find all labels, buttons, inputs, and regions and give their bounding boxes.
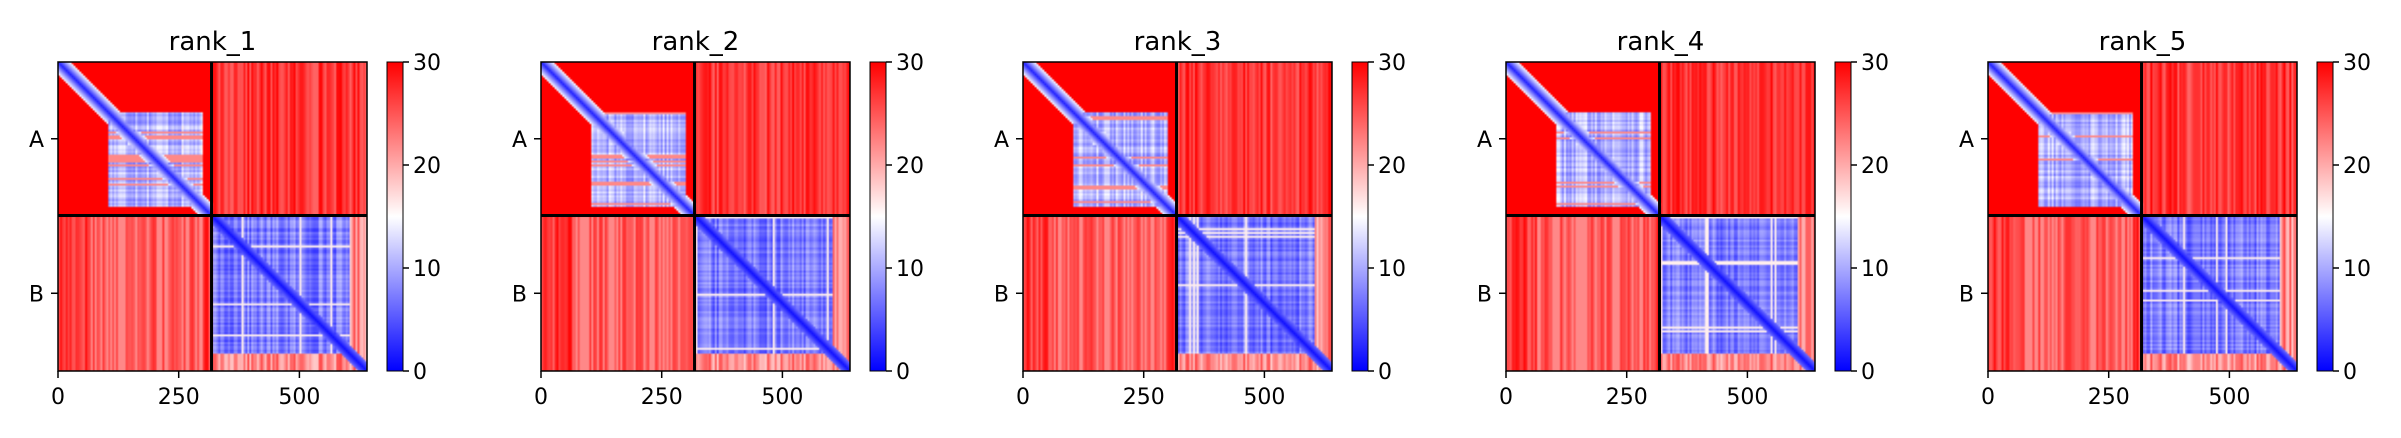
chain-label-A: A (994, 128, 1009, 153)
colorbar-tick-label: 0 (1861, 360, 1875, 385)
x-tick-label: 0 (534, 385, 548, 410)
colorbar-tick-label: 20 (896, 154, 924, 179)
colorbar-tick-label: 0 (2343, 360, 2357, 385)
colorbar-tick-label: 30 (1861, 51, 1889, 76)
plot-frame (1505, 61, 1816, 372)
colorbar-tick-label: 20 (1861, 154, 1889, 179)
colorbar-tick-label: 30 (413, 51, 441, 76)
colorbar-frame (869, 61, 887, 372)
panel-title: rank_5 (2099, 27, 2187, 57)
x-tick-label: 250 (2088, 385, 2130, 410)
colorbar-tick-label: 10 (896, 257, 924, 282)
plot-frame (57, 61, 368, 372)
panel-rank_2: rank_2 0 250 500 A B 0 10 20 30 (512, 27, 924, 410)
colorbar-tick-label: 30 (1378, 51, 1406, 76)
panel-rank_1: rank_1 0 250 500 A B 0 10 20 30 (29, 27, 441, 410)
chain-label-A: A (1477, 128, 1492, 153)
panel-title: rank_3 (1134, 27, 1222, 57)
chain-label-A: A (29, 128, 44, 153)
colorbar-tick-label: 30 (2343, 51, 2371, 76)
colorbar-tick-label: 20 (2343, 154, 2371, 179)
x-tick-label: 500 (761, 385, 803, 410)
chain-label-B: B (1959, 282, 1974, 307)
panel-rank_5: rank_5 0 250 500 A B 0 10 20 30 (1959, 27, 2371, 410)
chain-label-B: B (1477, 282, 1492, 307)
panel-rank_4: rank_4 0 250 500 A B 0 10 20 30 (1477, 27, 1889, 410)
x-tick-label: 0 (51, 385, 65, 410)
colorbar-frame (386, 61, 404, 372)
plot-frame (540, 61, 851, 372)
colorbar-tick-label: 10 (2343, 257, 2371, 282)
x-tick-label: 250 (1123, 385, 1165, 410)
plot-frame (1022, 61, 1333, 372)
x-tick-label: 0 (1016, 385, 1030, 410)
chain-label-A: A (512, 128, 527, 153)
panel-title: rank_1 (169, 27, 257, 57)
x-tick-label: 0 (1981, 385, 1995, 410)
chain-label-B: B (29, 282, 44, 307)
colorbar-frame (1834, 61, 1852, 372)
x-tick-label: 250 (1606, 385, 1648, 410)
x-tick-label: 250 (158, 385, 200, 410)
colorbar-tick-label: 20 (1378, 154, 1406, 179)
x-tick-label: 500 (278, 385, 320, 410)
chain-label-B: B (512, 282, 527, 307)
colorbar (387, 62, 403, 371)
colorbar-tick-label: 0 (1378, 360, 1392, 385)
colorbar-tick-label: 0 (413, 360, 427, 385)
colorbar-frame (2316, 61, 2334, 372)
colorbar-tick-label: 10 (1378, 257, 1406, 282)
x-tick-label: 500 (2208, 385, 2250, 410)
chain-label-A: A (1959, 128, 1974, 153)
x-tick-label: 500 (1726, 385, 1768, 410)
colorbar (870, 62, 886, 371)
colorbar-tick-label: 30 (896, 51, 924, 76)
colorbar-frame (1351, 61, 1369, 372)
panel-title: rank_4 (1617, 27, 1705, 57)
colorbar (2317, 62, 2333, 371)
colorbar-tick-label: 0 (896, 360, 910, 385)
x-tick-label: 250 (641, 385, 683, 410)
colorbar-tick-label: 10 (1861, 257, 1889, 282)
colorbar-tick-label: 10 (413, 257, 441, 282)
x-tick-label: 500 (1243, 385, 1285, 410)
plot-frame (1987, 61, 2298, 372)
panel-title: rank_2 (652, 27, 740, 57)
colorbar-tick-label: 20 (413, 154, 441, 179)
panel-rank_3: rank_3 0 250 500 A B 0 10 20 30 (994, 27, 1406, 410)
colorbar (1352, 62, 1368, 371)
chain-label-B: B (994, 282, 1009, 307)
x-tick-label: 0 (1499, 385, 1513, 410)
colorbar (1835, 62, 1851, 371)
